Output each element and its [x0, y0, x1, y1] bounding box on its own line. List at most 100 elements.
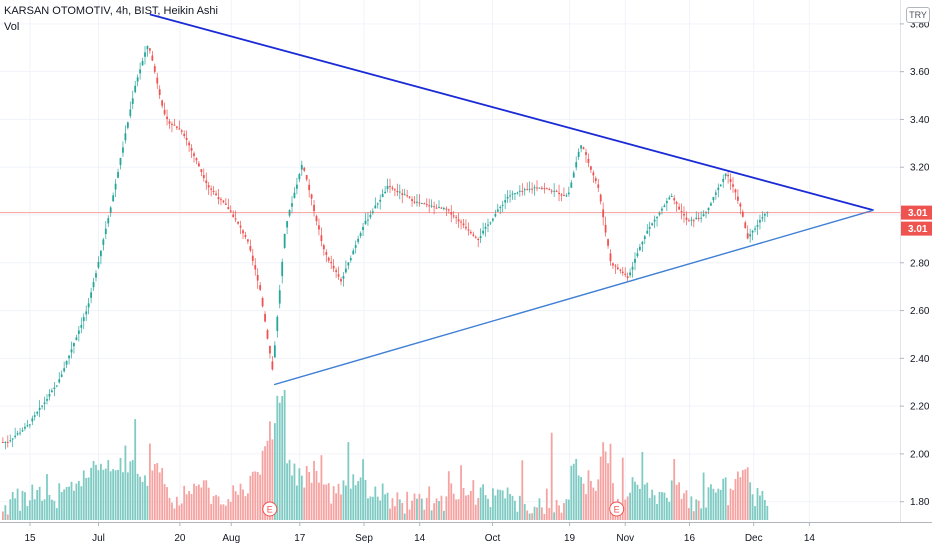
volume-bar — [224, 505, 227, 520]
volume-bar — [256, 471, 259, 520]
candle-body — [438, 206, 440, 208]
price-label: 3.01 — [908, 224, 928, 235]
volume-bar — [462, 488, 465, 520]
volume-bar — [46, 474, 48, 520]
volume-bar — [31, 484, 34, 520]
volume-bar — [131, 460, 134, 520]
volume-bar — [737, 471, 739, 520]
candle-body — [572, 172, 575, 178]
volume-bar — [514, 500, 516, 520]
volume-bar — [281, 396, 284, 520]
volume-bar — [594, 490, 597, 520]
volume-bar — [509, 494, 511, 520]
candle-body — [367, 219, 369, 221]
candle-body — [224, 203, 227, 205]
currency-badge[interactable]: TRY — [906, 7, 930, 23]
candle-body — [95, 273, 97, 278]
candle-body — [656, 216, 658, 219]
candle-body — [460, 221, 462, 223]
candle-body — [511, 193, 514, 195]
candle-body — [575, 162, 578, 168]
candle-body — [173, 124, 176, 126]
candle-body — [695, 217, 698, 220]
price-label-box — [901, 205, 932, 220]
volume-bar — [73, 490, 75, 520]
volume-bar — [685, 490, 688, 520]
candle-body — [692, 220, 695, 222]
candle-body — [114, 183, 117, 190]
candle-body — [450, 212, 453, 215]
candle-body — [325, 252, 328, 255]
volume-bar — [379, 500, 382, 520]
volume-bar — [560, 512, 563, 520]
candle-body — [129, 109, 132, 116]
candle-body — [724, 173, 727, 177]
volume-bar — [550, 432, 553, 520]
candle-body — [36, 411, 39, 414]
volume-bar — [156, 463, 159, 520]
volume-bar — [188, 491, 190, 520]
candle-body — [492, 218, 494, 221]
candle-body — [499, 206, 502, 209]
candle-body — [413, 201, 416, 203]
volume-bar — [479, 487, 482, 520]
volume-bar — [428, 486, 431, 520]
volume-bar — [528, 513, 531, 520]
volume-bar — [484, 495, 487, 520]
candle-body — [266, 330, 269, 339]
candle-body — [158, 89, 161, 96]
volume-bar — [575, 458, 578, 520]
volume-bar — [607, 463, 609, 520]
volume-bar — [242, 489, 244, 520]
earnings-marker — [262, 501, 278, 517]
candle-body — [46, 399, 48, 401]
candle-body — [134, 85, 137, 93]
candle-body — [563, 195, 565, 197]
volume-bar — [21, 490, 24, 520]
candle-body — [291, 203, 293, 207]
candle-body — [70, 349, 73, 353]
candle-body — [680, 210, 683, 213]
candle-body — [673, 198, 676, 201]
candle-body — [403, 194, 406, 196]
candle-body — [533, 187, 536, 189]
candle-body — [648, 226, 651, 229]
volume-bar — [487, 498, 489, 520]
volume-bar — [695, 499, 698, 520]
symbol-title[interactable]: KARSAN OTOMOTIV, 4h, BIST, Heikin Ashi — [4, 5, 218, 17]
candle-body — [362, 226, 364, 231]
volume-indicator-label[interactable]: Vol — [4, 21, 20, 33]
volume-bar — [178, 505, 181, 520]
candle-body — [24, 426, 26, 429]
volume-bar — [759, 495, 761, 520]
candle-body — [14, 435, 17, 438]
volume-bar — [315, 471, 318, 520]
candle-body — [379, 199, 382, 202]
candle-body — [607, 239, 609, 246]
volume-bar — [247, 493, 249, 520]
volume-bars — [2, 390, 769, 520]
volume-bar — [455, 499, 458, 520]
candle-body — [217, 197, 220, 200]
volume-bar — [460, 465, 462, 520]
candle-body — [26, 425, 29, 427]
candle-body — [558, 192, 560, 195]
volume-bar — [362, 459, 364, 520]
candle-body — [420, 202, 423, 204]
volume-bar — [609, 443, 612, 520]
candle-body — [31, 418, 34, 422]
volume-bar — [278, 402, 281, 520]
volume-bar — [587, 470, 590, 520]
candle-body — [482, 230, 484, 234]
candle-body — [374, 205, 377, 209]
candle-body — [313, 204, 315, 212]
candle-body — [749, 234, 752, 237]
x-tick-label: 17 — [294, 533, 306, 544]
candle-body — [247, 239, 249, 242]
volume-bar — [582, 483, 585, 520]
volume-bar — [300, 475, 303, 520]
volume-bar — [254, 471, 257, 520]
candle-body — [335, 270, 337, 272]
candle-body — [190, 148, 193, 151]
